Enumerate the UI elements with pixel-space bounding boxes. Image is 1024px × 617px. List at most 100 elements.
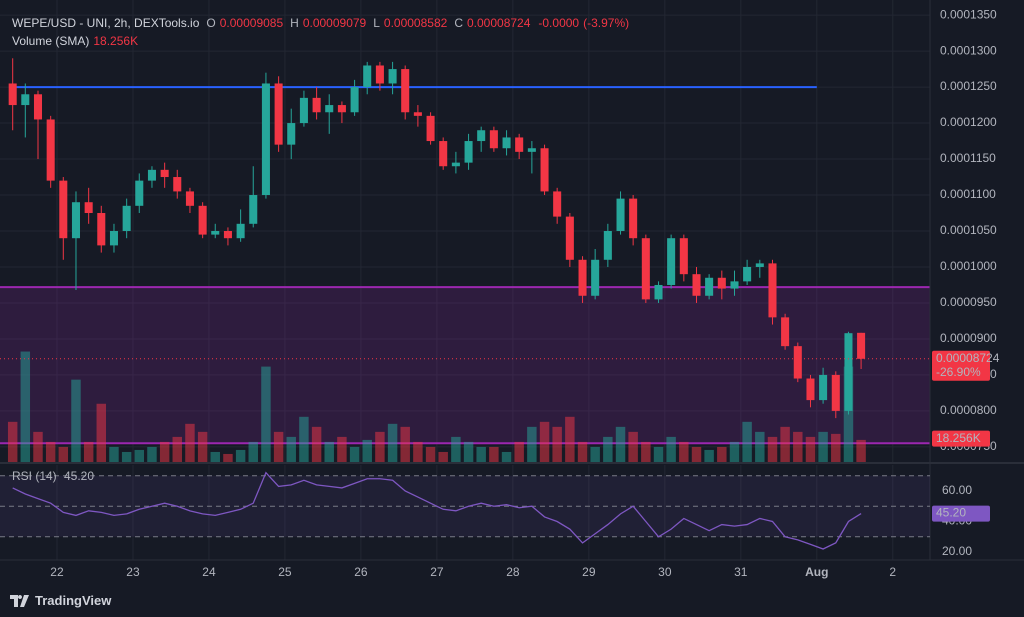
ohlc-value: 0.00009079 (302, 16, 367, 30)
candle-body (223, 231, 232, 239)
x-tick-label: 22 (50, 565, 64, 579)
candle-body (768, 263, 777, 318)
volume-bar (286, 436, 296, 462)
candle-body (439, 141, 448, 167)
ohlc-value: 0.00008724 (466, 16, 531, 30)
candle-body (565, 216, 574, 260)
brand-icon (10, 594, 29, 607)
volume-sma-badge: 18.256K (936, 431, 981, 445)
y-tick-label: 0.0001100 (940, 187, 996, 201)
candle-body (173, 177, 182, 192)
ohlc-value: 0.00009085 (219, 16, 284, 30)
volume-bar (223, 453, 233, 462)
volume-bar (527, 426, 537, 462)
volume-title: Volume (SMA) (12, 34, 90, 48)
volume-bar (704, 449, 714, 462)
candle-body (489, 130, 498, 149)
y-tick-label: 0.0001000 (940, 259, 997, 273)
symbol-title: WEPE/USD - UNI, 2h, DEXTools.io (12, 16, 200, 30)
volume-bar (463, 441, 474, 462)
x-tick-label: 24 (202, 565, 216, 579)
candle-body (46, 119, 55, 181)
volume-bar (780, 426, 790, 462)
x-tick-label: 23 (126, 565, 140, 579)
volume-bar (7, 421, 18, 462)
volume-bar (565, 416, 575, 462)
volume-bar (235, 449, 246, 462)
volume-bar (299, 416, 309, 462)
ohlc-row: WEPE/USD - UNI, 2h, DEXTools.io O 0.00009… (12, 14, 629, 32)
volume-bar (489, 446, 499, 462)
rsi-name: RSI (14) (12, 469, 57, 483)
volume-bar (742, 421, 752, 462)
volume-bar (147, 446, 157, 462)
candle-body (8, 83, 17, 106)
volume-bar (400, 426, 410, 462)
candle-body (287, 123, 296, 145)
change: -0.0000 (538, 16, 580, 30)
volume-bar (349, 446, 360, 462)
candle-body (21, 94, 30, 106)
y-tick-label: 0.0001050 (940, 223, 997, 237)
x-tick-label: 30 (658, 565, 672, 579)
candle-body (363, 65, 372, 88)
candle-body (236, 223, 245, 239)
legend: WEPE/USD - UNI, 2h, DEXTools.io O 0.00009… (12, 14, 629, 50)
candle-body (477, 130, 486, 142)
candle-body (717, 277, 726, 289)
volume-bar (615, 426, 626, 462)
volume-bar (134, 449, 145, 462)
x-tick-label: 25 (278, 565, 292, 579)
rsi-tick-label: 60.00 (942, 483, 972, 497)
volume-bar (767, 436, 778, 462)
last-price-badge: 0.00008724 (936, 351, 1000, 365)
volume-bar (653, 446, 664, 462)
candle-body (553, 191, 562, 217)
candle-body (857, 332, 866, 359)
brand: TradingView (10, 593, 111, 608)
candle-body (705, 277, 714, 296)
candle-body (198, 205, 207, 235)
candle-body (654, 284, 663, 300)
volume-bar (641, 441, 651, 462)
last-price-badge: -26.90% (936, 365, 981, 379)
volume-bar (425, 446, 436, 462)
candle-body (641, 238, 650, 300)
volume-bar (539, 421, 550, 462)
rsi-value: 45.20 (64, 469, 94, 483)
candle-body (185, 191, 194, 206)
candle-body (337, 105, 346, 113)
candle-body (401, 69, 410, 113)
candle-body (350, 87, 359, 113)
volume-bar (818, 431, 828, 462)
volume-bar (375, 431, 385, 462)
candle-body (325, 105, 334, 113)
volume-bar (83, 441, 94, 462)
x-tick-label: 29 (582, 565, 596, 579)
candle-body (122, 205, 131, 231)
candle-body (451, 162, 460, 167)
volume-bar (413, 441, 423, 462)
candle-body (730, 281, 739, 289)
volume-bar (33, 431, 43, 462)
rsi-line (12, 471, 862, 550)
volume-bar (337, 436, 347, 462)
volume-bar (109, 446, 119, 462)
candle-body (692, 274, 701, 296)
y-tick-label: 0.0000950 (940, 295, 997, 309)
ohlc-value: 0.00008582 (383, 16, 448, 30)
x-tick-label: 26 (354, 565, 368, 579)
candle-body (844, 333, 853, 411)
volume-bar (438, 451, 448, 462)
x-tick-label: 2 (889, 565, 896, 579)
candle-body (603, 231, 612, 260)
candle-body (502, 137, 511, 149)
ohlc-key: H (290, 16, 299, 30)
volume-bar (628, 431, 638, 462)
volume-bar (793, 431, 803, 462)
candle-body (249, 195, 258, 224)
candle-body (515, 137, 524, 152)
y-tick-label: 0.0001250 (940, 79, 997, 93)
